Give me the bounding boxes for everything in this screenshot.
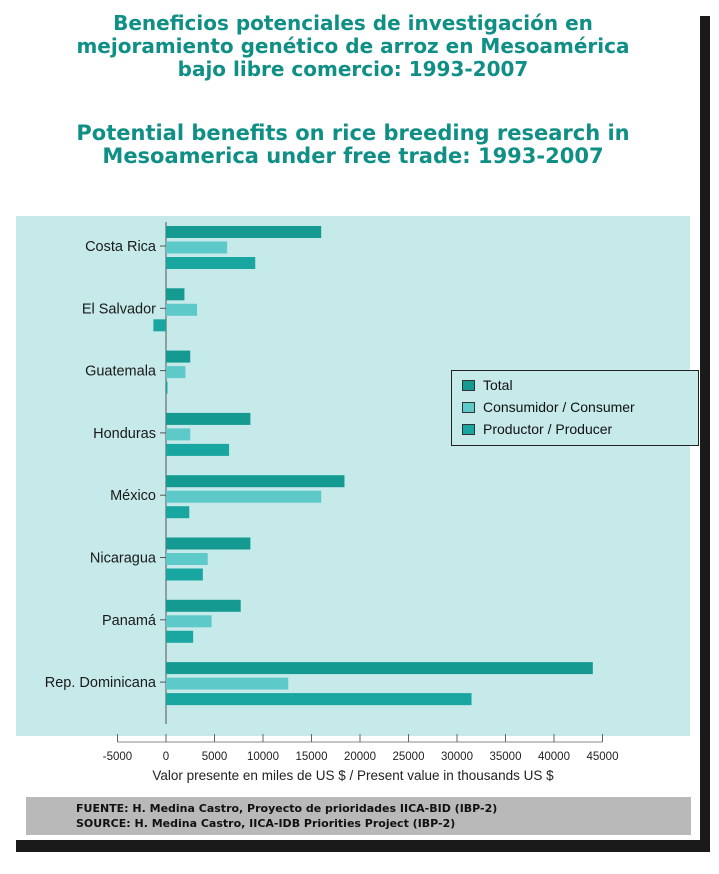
bar bbox=[166, 288, 185, 301]
bar bbox=[166, 506, 190, 519]
source-english: SOURCE: H. Medina Castro, IICA-IDB Prior… bbox=[76, 817, 456, 830]
plot-background bbox=[16, 216, 690, 736]
x-tick-label: 45000 bbox=[587, 751, 619, 763]
bar bbox=[166, 490, 322, 503]
legend-label-consumer: Consumidor / Consumer bbox=[483, 399, 635, 415]
legend-swatch-consumer bbox=[462, 401, 475, 413]
x-tick-label: 30000 bbox=[441, 751, 473, 763]
bar bbox=[166, 350, 191, 363]
bar bbox=[166, 303, 198, 316]
bar bbox=[166, 662, 593, 675]
bar bbox=[166, 693, 472, 706]
bar bbox=[166, 568, 203, 581]
title-en-line-1: Potential benefits on rice breeding rese… bbox=[76, 121, 630, 145]
category-label: Costa Rica bbox=[85, 239, 157, 255]
title-es-line-2: mejoramiento genético de arroz en Mesoam… bbox=[76, 34, 630, 58]
category-label: Rep. Dominicana bbox=[45, 675, 157, 691]
legend-swatch-total bbox=[462, 379, 475, 391]
x-tick-label: 35000 bbox=[490, 751, 522, 763]
bar bbox=[166, 475, 345, 488]
legend-label-total: Total bbox=[483, 377, 513, 393]
bar-chart: Costa Rica El Salvador Guatemala Honduras Mé… bbox=[45, 222, 619, 763]
x-tick-label: 5000 bbox=[202, 751, 228, 763]
x-tick-label: 15000 bbox=[296, 751, 328, 763]
title-es-line-1: Beneficios potenciales de investigación … bbox=[113, 11, 593, 35]
x-tick-label: 20000 bbox=[344, 751, 376, 763]
category-label: Nicaragua bbox=[90, 551, 157, 567]
bar bbox=[166, 412, 251, 425]
chart-card: Beneficios potenciales de investigación … bbox=[6, 4, 700, 840]
source-spanish: FUENTE: H. Medina Castro, Proyecto de pr… bbox=[76, 802, 498, 815]
legend-item-consumer: Consumidor / Consumer bbox=[462, 396, 698, 418]
bar bbox=[166, 553, 208, 565]
bar bbox=[166, 366, 186, 379]
bar bbox=[166, 443, 230, 456]
x-tick-label: 10000 bbox=[247, 751, 279, 763]
chart-title-spanish: Beneficios potenciales de investigación … bbox=[6, 12, 700, 81]
bar bbox=[166, 226, 322, 238]
category-label: El Salvador bbox=[82, 301, 156, 317]
bar bbox=[166, 537, 251, 550]
x-tick-label: 40000 bbox=[538, 751, 570, 763]
bar bbox=[166, 428, 191, 441]
bar bbox=[166, 615, 212, 628]
bar bbox=[153, 319, 166, 332]
x-tick-label: 0 bbox=[163, 751, 169, 763]
title-en-line-2: Mesoamerica under free trade: 1993-2007 bbox=[102, 144, 604, 168]
category-label: Panamá bbox=[102, 613, 157, 629]
bar bbox=[166, 630, 194, 643]
legend-swatch-producer bbox=[462, 423, 475, 435]
legend-label-producer: Productor / Producer bbox=[483, 421, 613, 437]
bar bbox=[166, 241, 228, 254]
chart-title-english: Potential benefits on rice breeding rese… bbox=[6, 122, 700, 168]
title-es-line-3: bajo libre comercio: 1993-2007 bbox=[177, 57, 529, 81]
bar bbox=[166, 257, 256, 269]
category-label: Guatemala bbox=[85, 364, 157, 380]
x-axis-label: Valor presente en miles de US $ / Presen… bbox=[152, 768, 554, 783]
legend-item-producer: Productor / Producer bbox=[462, 418, 698, 440]
category-label: Honduras bbox=[93, 426, 156, 442]
category-label: México bbox=[110, 488, 156, 504]
x-tick-label: 25000 bbox=[393, 751, 425, 763]
x-tick-label: -5000 bbox=[103, 751, 132, 763]
source-note: FUENTE: H. Medina Castro, Proyecto de pr… bbox=[26, 797, 691, 835]
bar bbox=[166, 677, 289, 690]
legend: Total Consumidor / Consumer Productor / … bbox=[451, 370, 699, 446]
legend-item-total: Total bbox=[462, 374, 698, 396]
bar bbox=[166, 599, 241, 612]
bar bbox=[166, 381, 168, 394]
